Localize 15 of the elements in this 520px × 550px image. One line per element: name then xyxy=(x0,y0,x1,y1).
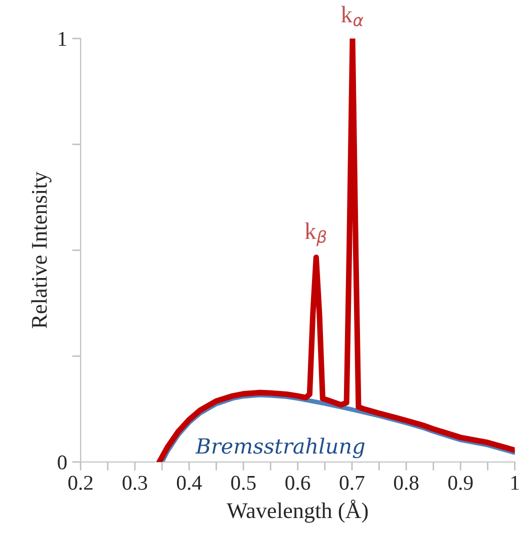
x-tick-label: 0.6 xyxy=(285,476,310,490)
x-tick-label: 0.8 xyxy=(394,476,418,490)
x-tick-label: 0.2 xyxy=(68,476,92,490)
x-tick-label: 0.4 xyxy=(176,476,202,490)
x-tick-label: 1 xyxy=(511,476,519,490)
x-tick-label: 0.5 xyxy=(231,476,256,490)
series-label: Bremsstrahlung xyxy=(195,438,365,458)
y-axis-title: Relative Intensity xyxy=(31,172,52,328)
x-axis-title: Wavelength (Å) xyxy=(226,500,368,523)
y-tick-label: 0 xyxy=(58,455,67,470)
x-tick-label: 0.9 xyxy=(448,476,473,490)
annotation: k$_{β}$ xyxy=(304,222,326,246)
x-tick-label: 0.3 xyxy=(122,476,148,490)
annotation: k$_{α}$ xyxy=(341,6,364,26)
x-tick-label: 0.7 xyxy=(340,476,364,490)
